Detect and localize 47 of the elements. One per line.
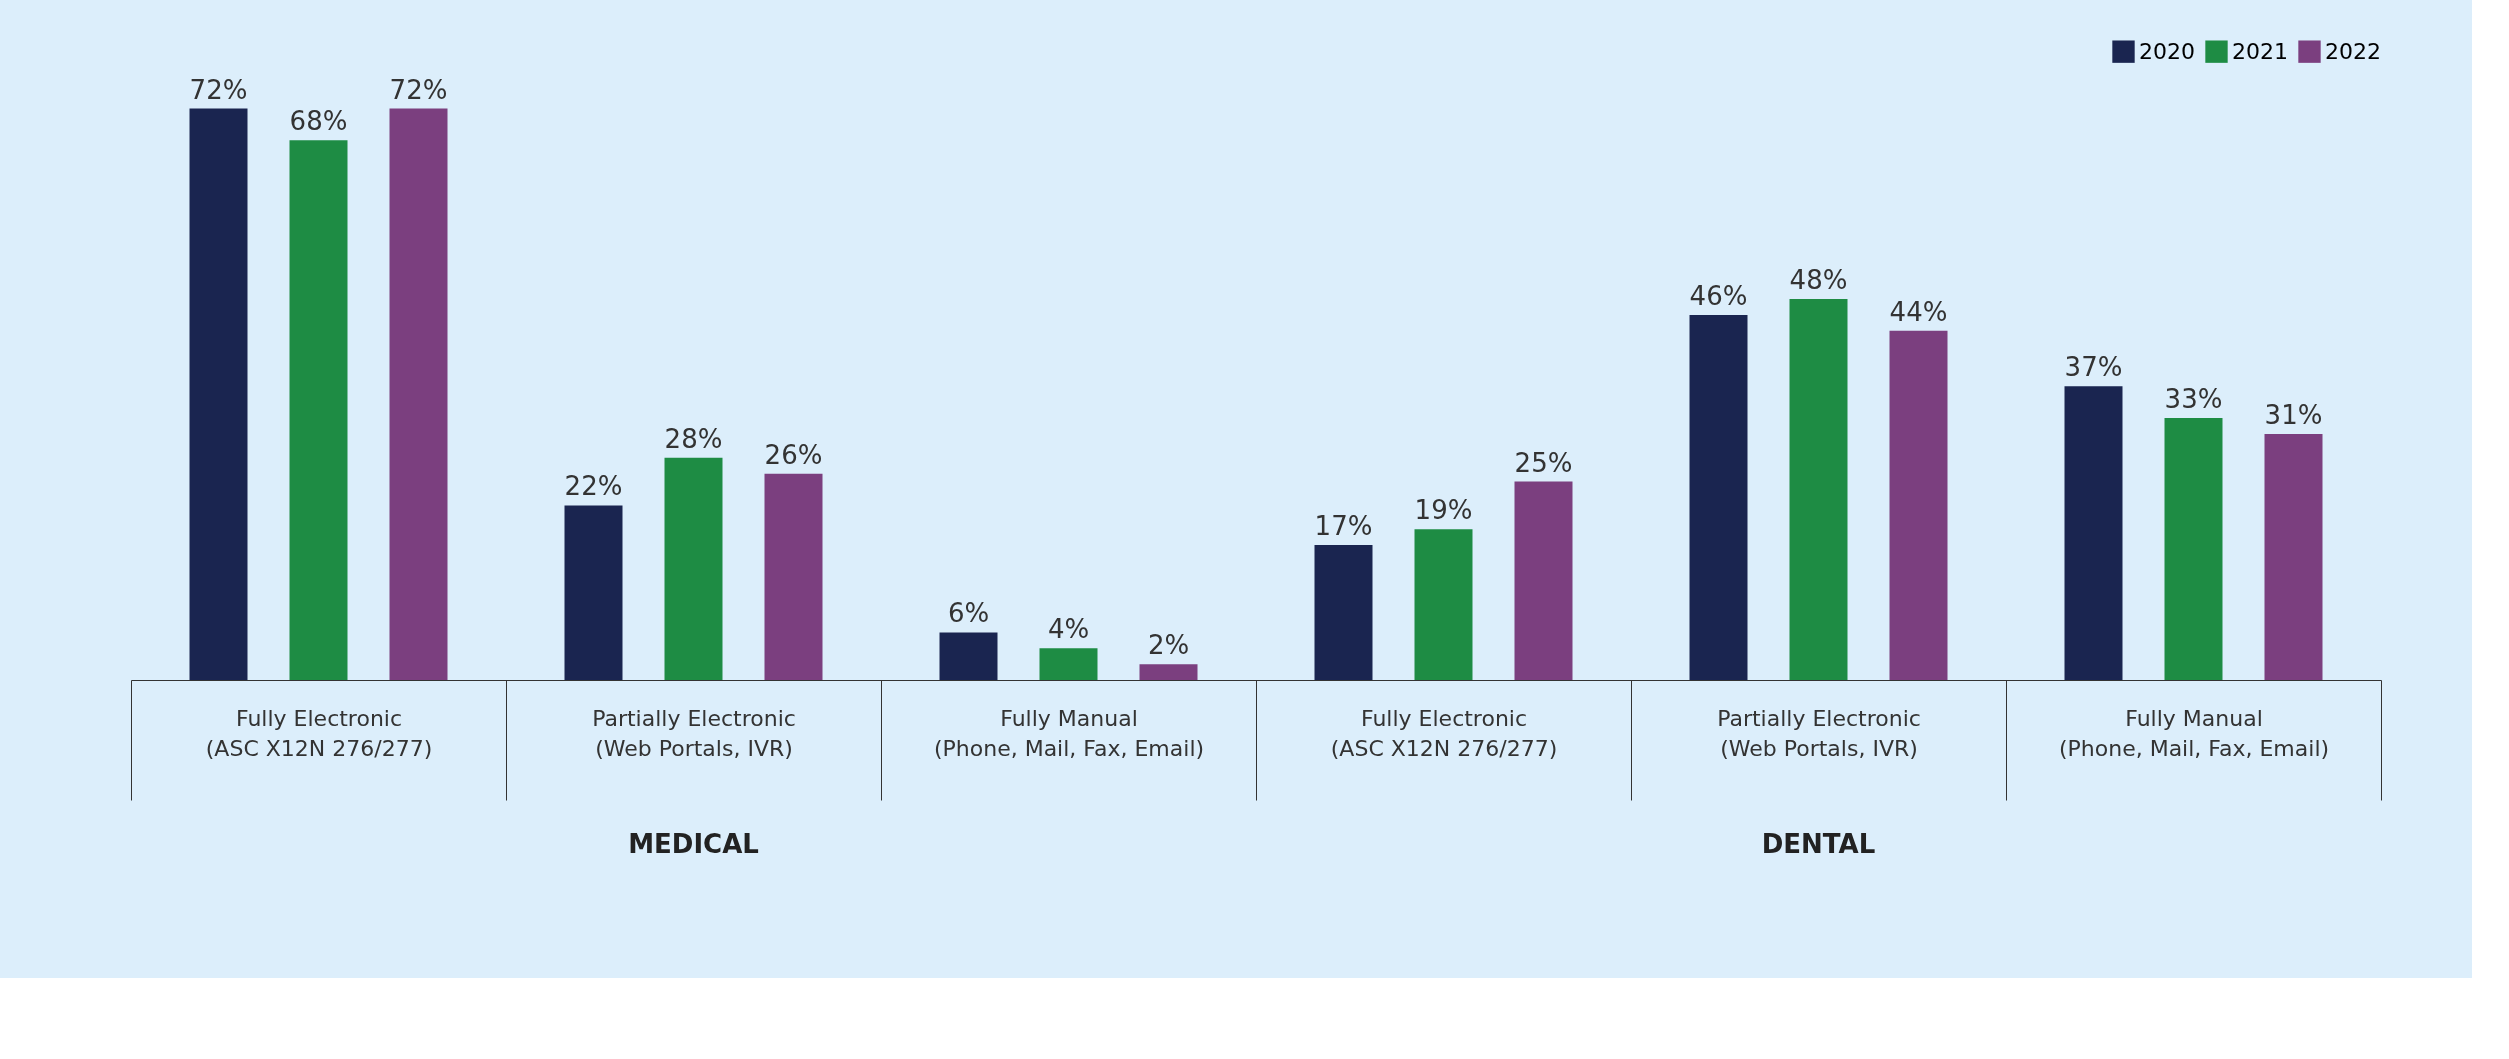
data-label: 19%: [1414, 495, 1473, 526]
bar: [2064, 386, 2123, 680]
data-label: 17%: [1314, 511, 1373, 542]
data-label: 28%: [664, 423, 723, 454]
data-label: 37%: [2064, 352, 2123, 383]
bar: [564, 505, 623, 680]
x-tick-label: Fully Manual (Phone, Mail, Fax, Email): [933, 705, 1205, 761]
bar: [289, 140, 348, 680]
legend-label: 2022: [2325, 38, 2381, 64]
bar: [389, 108, 448, 680]
x-tick-label: Partially Electronic (Web Portals, IVR): [1717, 705, 1921, 761]
bar: [664, 457, 723, 680]
bar: [1689, 314, 1748, 680]
data-label: 44%: [1889, 296, 1948, 327]
bar: [1139, 664, 1198, 680]
x-tick-label: Fully Electronic (ASC X12N 276/277): [205, 705, 433, 761]
data-label: 68%: [289, 106, 348, 137]
legend-label: 2020: [2139, 38, 2195, 64]
bar: [189, 108, 248, 680]
x-tick-label: Partially Electronic (Web Portals, IVR): [592, 705, 796, 761]
data-label: 72%: [389, 74, 448, 105]
x-tick-label: Fully Electronic (ASC X12N 276/277): [1330, 705, 1558, 761]
data-label: 6%: [947, 598, 990, 629]
bar: [1314, 545, 1373, 680]
text: MEDICAL: [628, 829, 759, 859]
bar: [1414, 529, 1473, 680]
bar: [1039, 648, 1098, 680]
text: DENTAL: [1761, 829, 1876, 859]
bar: [764, 473, 823, 680]
data-label: 33%: [2164, 384, 2223, 415]
bar: [1789, 299, 1848, 680]
data-label: 46%: [1689, 280, 1748, 311]
bar: [2164, 418, 2223, 680]
data-label: 72%: [189, 74, 248, 105]
data-label: 48%: [1789, 265, 1848, 296]
data-label: 26%: [764, 439, 823, 470]
bar: [2264, 433, 2323, 680]
x-tick-label: Fully Manual (Phone, Mail, Fax, Email): [2058, 705, 2330, 761]
data-label: 25%: [1514, 447, 1573, 478]
data-label: 4%: [1047, 614, 1090, 645]
bar: [939, 632, 998, 680]
bar: [1889, 330, 1948, 680]
data-label: 22%: [564, 471, 623, 502]
bar: [1514, 481, 1573, 680]
data-label: 2%: [1147, 630, 1190, 661]
data-label: 31%: [2264, 399, 2323, 430]
legend-label: 2021: [2232, 38, 2288, 64]
